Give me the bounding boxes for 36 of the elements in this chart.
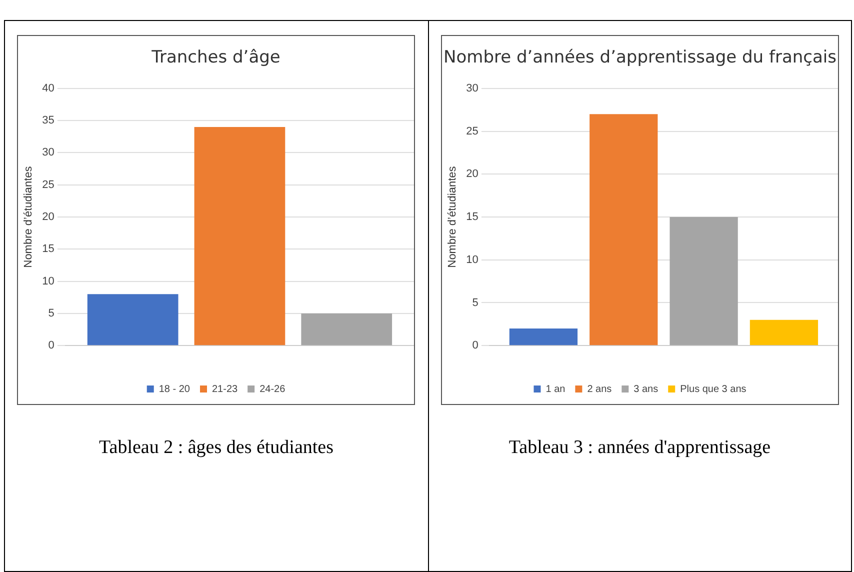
y-tick-label: 5 [472, 296, 478, 309]
y-tick-label: 0 [472, 340, 478, 352]
y-tick-label: 20 [466, 168, 478, 180]
y-tick-label: 15 [42, 243, 54, 256]
y-tick-label: 25 [42, 178, 54, 191]
y-tick-label: 40 [42, 82, 54, 94]
legend-label: 24-26 [260, 384, 286, 395]
y-axis-title: Nombre d’étudiantes [22, 166, 35, 268]
y-tick-label: 5 [48, 307, 54, 320]
bar [508, 328, 578, 346]
bar [194, 126, 286, 346]
text: Tableau 3 : années d'apprentissage [508, 437, 772, 459]
y-tick-label: 0 [48, 340, 54, 352]
y-tick-label: 10 [466, 254, 478, 266]
legend-label: 1 an [545, 384, 565, 395]
y-tick-label: 25 [466, 125, 478, 138]
y-tick-label: 10 [42, 275, 54, 288]
y-axis-title: Nombre d’étudiantes [446, 166, 458, 268]
bar [87, 294, 178, 346]
legend-label: 2 ans [586, 384, 612, 395]
bar [749, 320, 818, 346]
y-tick-label: 30 [42, 146, 54, 159]
y-tick-label: 15 [466, 211, 478, 224]
bar [669, 217, 738, 346]
legend-label: 18 - 20 [158, 384, 190, 395]
legend-label: Plus que 3 ans [680, 384, 746, 395]
text: Tableau 2 : âges des étudiantes [98, 437, 334, 459]
bar [301, 313, 392, 346]
legend-label: 3 ans [633, 384, 658, 395]
y-tick-label: 20 [42, 211, 54, 224]
y-tick-label: 35 [42, 114, 54, 127]
bar [589, 114, 658, 346]
chart-title: Nombre d’années d’apprentissage du français [443, 48, 836, 68]
chart-title: Tranches d’âge [150, 48, 280, 68]
legend-label: 21-23 [212, 384, 238, 395]
y-tick-label: 30 [466, 82, 478, 94]
